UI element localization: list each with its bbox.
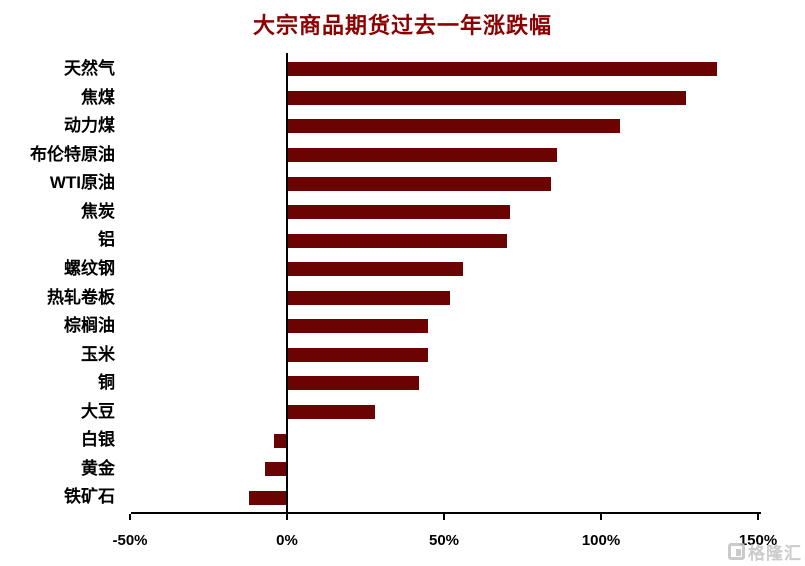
x-axis-line [131, 512, 761, 514]
x-tick-label: 50% [428, 532, 460, 549]
chart-title: 大宗商品期货过去一年涨跌幅 [252, 13, 552, 38]
bar-3 [287, 119, 620, 134]
bar-12 [287, 376, 419, 391]
bar-8 [287, 262, 463, 277]
category-label: 白银 [81, 430, 115, 450]
bar-14 [274, 433, 287, 448]
bar-5 [287, 176, 551, 191]
x-tick-label: 100% [581, 532, 621, 549]
bar-9 [287, 290, 451, 305]
category-label: 铜 [98, 373, 115, 393]
x-tick-label: -50% [112, 532, 148, 549]
bar-13 [287, 405, 375, 420]
category-label: 铝 [98, 230, 115, 250]
category-label: 大豆 [81, 401, 115, 421]
bar-1 [287, 62, 718, 77]
x-axis-tick [286, 514, 288, 520]
bar-11 [287, 347, 429, 362]
x-axis-tick [129, 514, 131, 520]
category-label: 布伦特原油 [30, 144, 115, 164]
category-label: 铁矿石 [64, 487, 115, 507]
bar-2 [287, 90, 686, 105]
bar-4 [287, 147, 558, 162]
category-label: WTI原油 [49, 173, 115, 193]
x-axis-tick [757, 514, 759, 520]
category-label: 焦煤 [81, 87, 115, 107]
category-label: 天然气 [64, 59, 115, 78]
bar-15 [265, 462, 287, 477]
category-label: 螺纹钢 [64, 258, 115, 278]
category-label: 热轧卷板 [47, 287, 115, 307]
watermark-text: 格隆汇 [748, 544, 802, 563]
bar-7 [287, 233, 507, 248]
category-label: 黄金 [81, 458, 115, 478]
bar-10 [287, 319, 429, 334]
x-axis-tick [443, 514, 445, 520]
bar-16 [249, 490, 287, 505]
x-tick-label: 150% [738, 532, 778, 549]
gelonghui-logo-icon [728, 543, 745, 560]
x-tick-label: 0% [276, 532, 298, 549]
watermark: 格隆汇 [728, 539, 802, 564]
bar-6 [287, 205, 510, 220]
zero-axis-line [286, 53, 288, 512]
category-label: 棕榈油 [64, 316, 115, 336]
x-axis-tick [600, 514, 602, 520]
category-label: 焦炭 [81, 201, 115, 221]
category-label: 玉米 [81, 344, 115, 364]
category-label: 动力煤 [64, 116, 115, 136]
